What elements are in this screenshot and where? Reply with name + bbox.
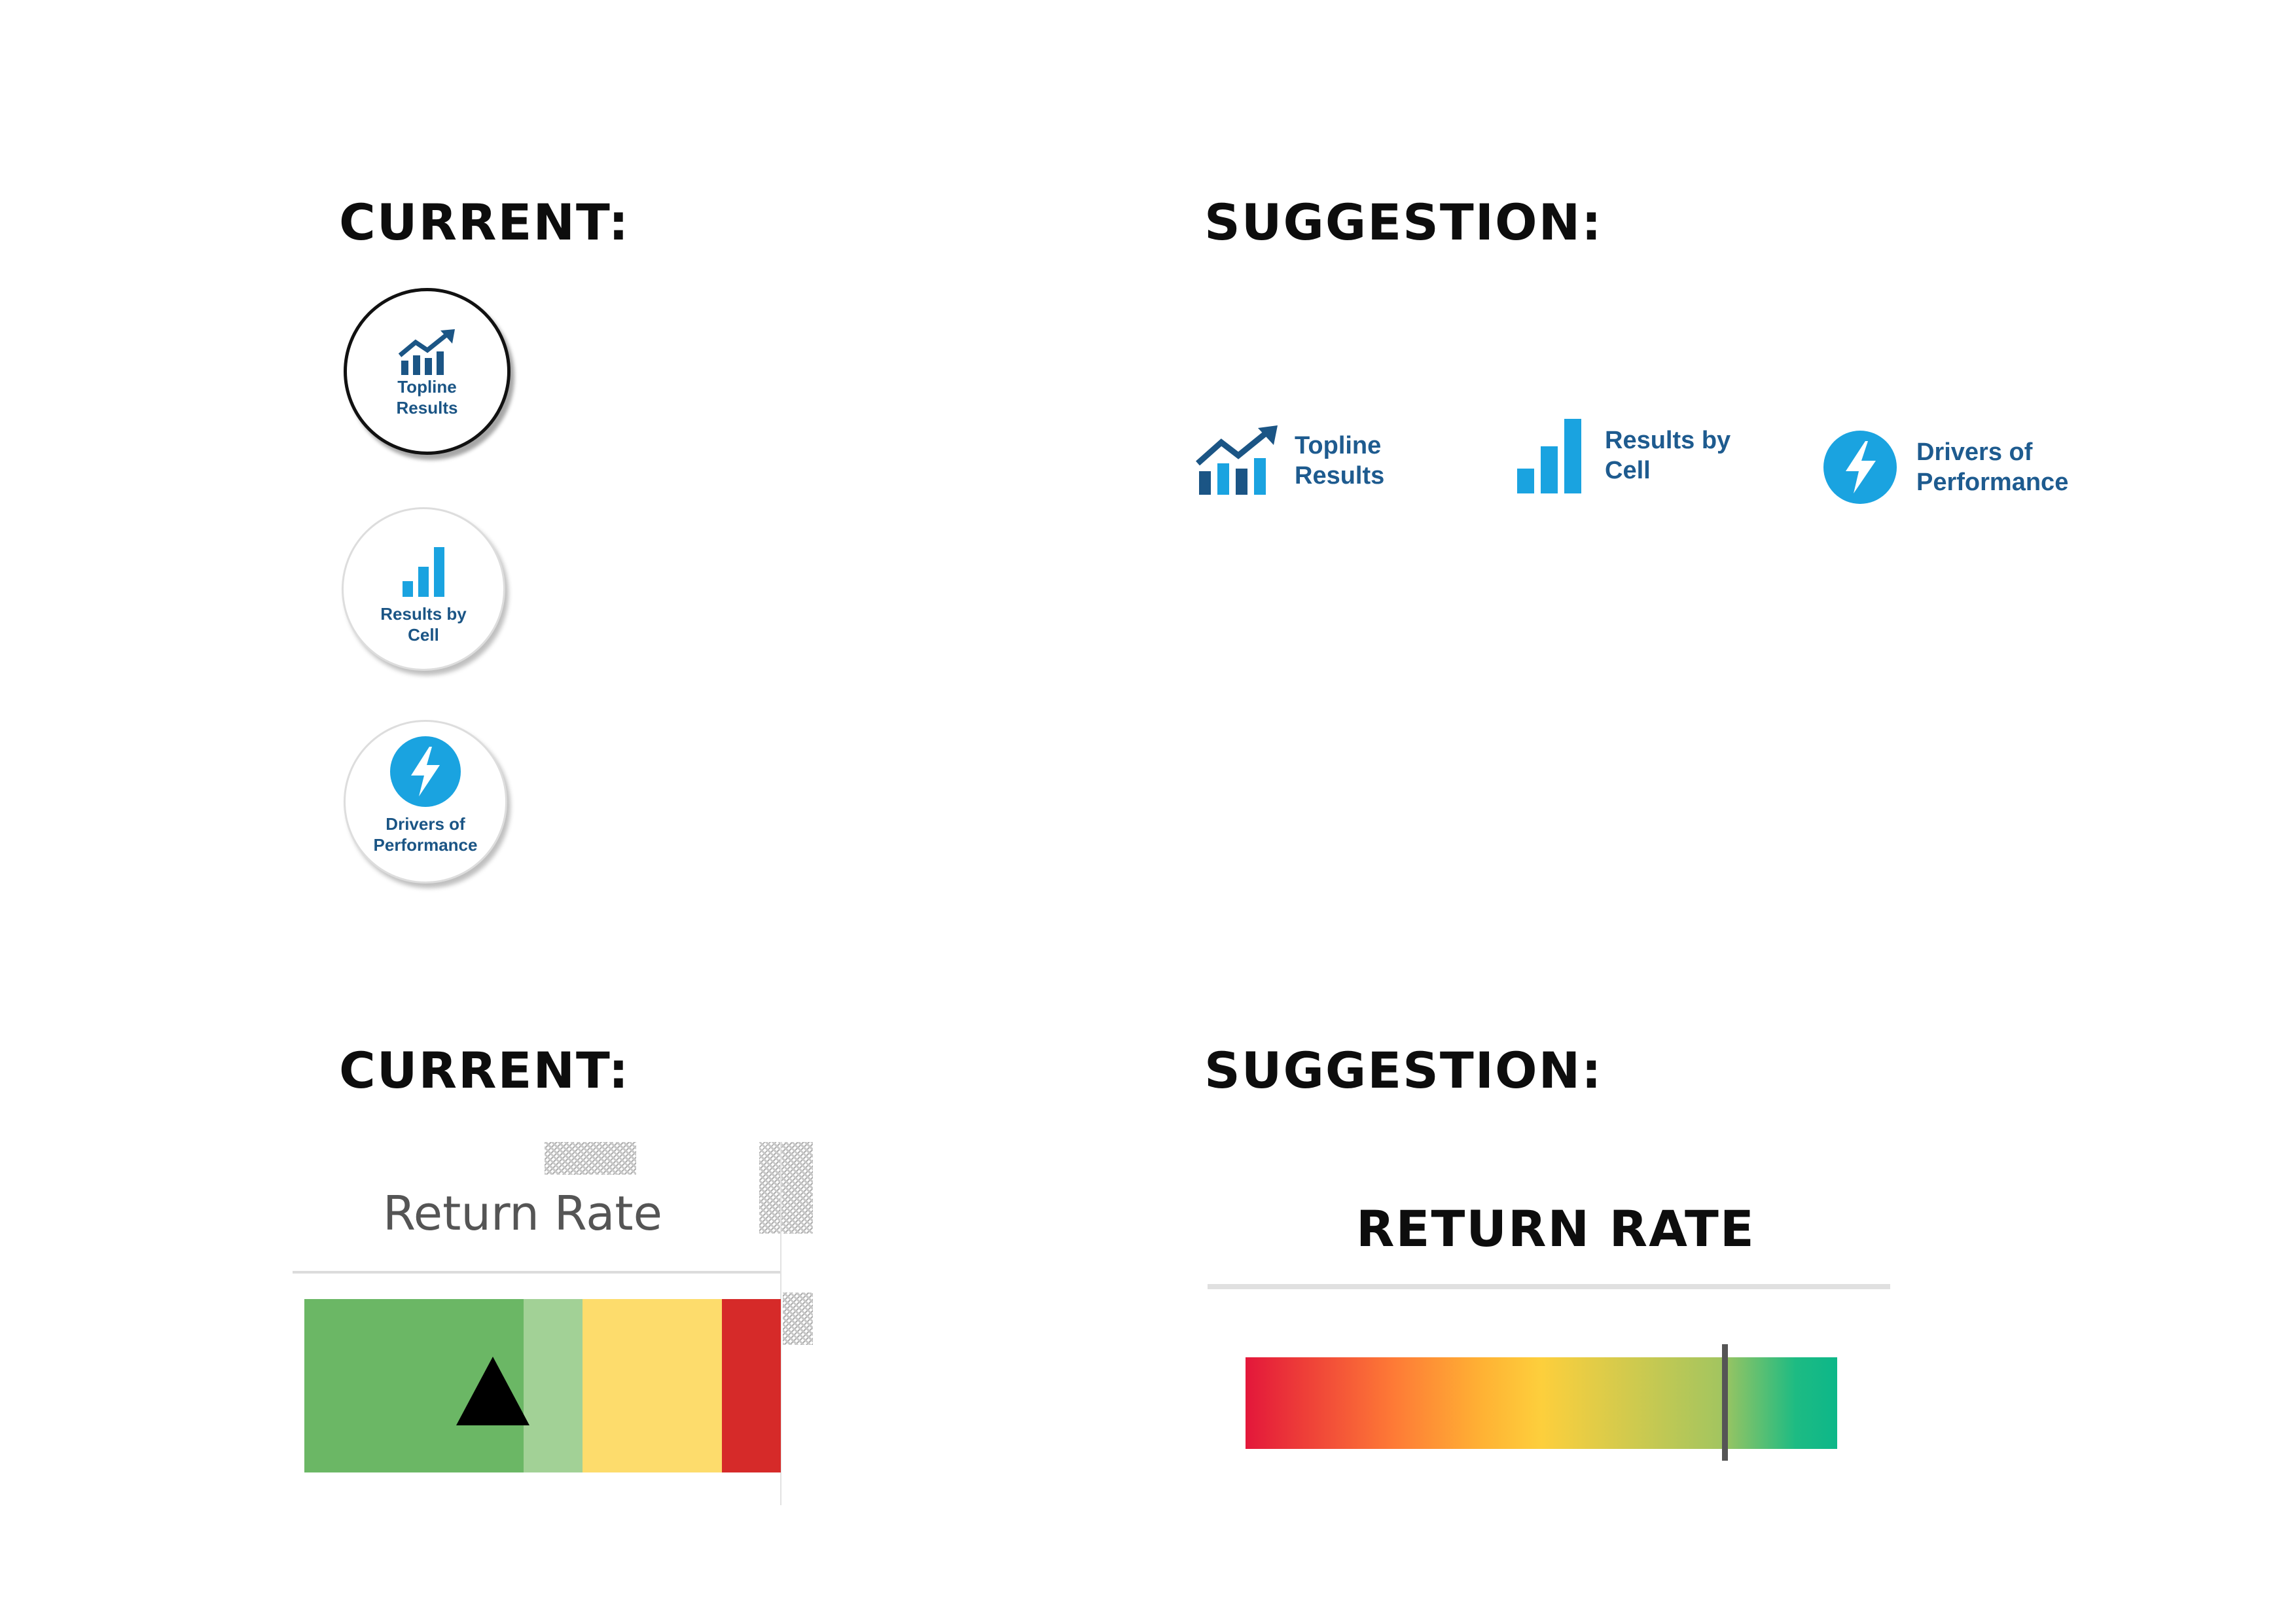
return-rate-marker [1722, 1344, 1729, 1461]
suggested-results-by-cell-label: Results by Cell [1605, 427, 1731, 484]
bar-segment-yellow [583, 1299, 722, 1472]
current-heading-return-rate: CURRENT: [339, 1041, 630, 1099]
suggested-results-by-cell-button[interactable]: Results by Cell [1515, 416, 1731, 495]
current-results-by-cell-button[interactable]: Results by Cell [342, 507, 505, 671]
suggested-drivers-of-performance-button[interactable]: Drivers of Performance [1822, 429, 2068, 505]
current-drivers-of-performance-label: Drivers of Performance [373, 814, 478, 855]
lightning-icon [390, 736, 461, 807]
suggested-drivers-of-performance-label: Drivers of Performance [1916, 438, 2069, 496]
suggestion-heading-return-rate: SUGGESTION: [1204, 1041, 1603, 1099]
cropped-artifact [759, 1142, 813, 1234]
triangle-up-icon [456, 1357, 529, 1425]
current-results-by-cell-label: Results by Cell [380, 604, 467, 645]
bar-segment-red [722, 1299, 781, 1472]
cropped-artifact [783, 1293, 813, 1345]
current-drivers-of-performance-button[interactable]: Drivers of Performance [344, 720, 507, 883]
suggested-return-rate-gradient-bar [1246, 1344, 1837, 1461]
title-underline [1208, 1284, 1890, 1289]
lightning-icon [1823, 431, 1897, 504]
bar-chart-icon [1517, 419, 1581, 493]
suggested-topline-results-button[interactable]: Topline Results [1195, 425, 1384, 496]
suggested-topline-results-label: Topline Results [1295, 432, 1385, 490]
current-topline-results-button[interactable]: Topline Results [344, 288, 511, 455]
trend-chart-icon [1196, 425, 1278, 495]
bar-segment-green [304, 1299, 529, 1472]
current-return-rate-title: Return Rate [383, 1186, 662, 1241]
column-divider [780, 1142, 781, 1505]
suggested-return-rate-title: RETURN RATE [1356, 1200, 1755, 1258]
suggestion-heading-icons: SUGGESTION: [1204, 193, 1603, 251]
current-return-rate-bar [304, 1299, 781, 1472]
cropped-artifact [545, 1142, 636, 1175]
bar-segment-light-green [524, 1299, 583, 1472]
trend-chart-icon [398, 329, 455, 375]
current-topline-results-label: Topline Results [396, 377, 458, 418]
bar-chart-icon [403, 547, 444, 597]
header-divider [293, 1271, 780, 1274]
current-heading-icons: CURRENT: [339, 193, 630, 251]
